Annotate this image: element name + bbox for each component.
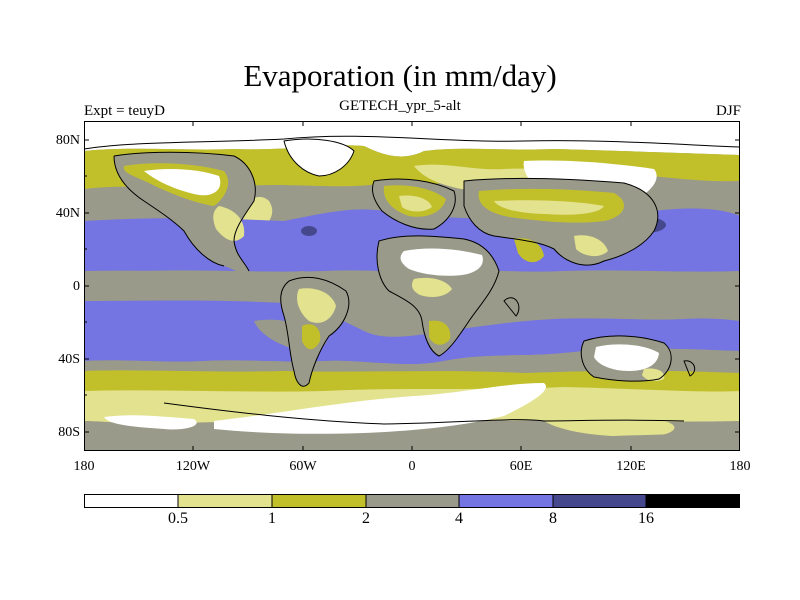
experiment-label: Expt = teuyD — [84, 103, 165, 119]
colorbar-dividers — [177, 494, 647, 508]
land-australia-lightyellow — [642, 368, 665, 382]
lon-label-0: 0 — [408, 459, 416, 474]
coastlines — [84, 135, 740, 425]
lon-label-180w: 180 — [73, 459, 95, 474]
land-se-asia-lightyellow — [574, 235, 608, 257]
colorbar-frame — [84, 494, 740, 508]
lon-label-120e: 120E — [616, 459, 646, 474]
land-asia-lightyellow — [494, 200, 604, 215]
lat-label-80n: 80N — [55, 133, 80, 148]
field-south-blue — [84, 300, 740, 365]
colorbar-label-8: 8 — [549, 510, 557, 527]
land-europe-lightyellow — [399, 195, 432, 212]
lon-label-120w: 120W — [175, 459, 211, 474]
land-sahara-white — [400, 248, 483, 276]
lat-label-0: 0 — [73, 279, 80, 294]
land-greenland — [284, 139, 354, 176]
field-mediterranean-dark — [301, 226, 317, 236]
lon-label-60e: 60E — [509, 459, 533, 474]
lat-label-40s: 40S — [58, 352, 80, 367]
colorbar-bin-6 — [553, 494, 646, 508]
lat-label-80s: 80S — [58, 425, 80, 440]
plot-subtitle: GETECH_ypr_5-alt — [339, 98, 461, 114]
colorbar-label-4: 4 — [455, 510, 463, 527]
colorbar-bin-2 — [178, 494, 272, 508]
map-ticks — [84, 121, 740, 451]
land-sa-lightyellow — [297, 288, 336, 323]
field-arctic-white — [84, 121, 740, 157]
land-india-yellow — [514, 238, 544, 263]
land-s-africa-yellow — [429, 320, 451, 345]
land-na-white — [144, 168, 221, 196]
field-antarctica-lightyellow — [544, 418, 675, 437]
land-africa-lightyellow — [412, 277, 452, 297]
lon-label-60w: 60W — [289, 459, 317, 474]
colorbar-label-16: 16 — [638, 510, 654, 527]
colorbar-bin-5 — [459, 494, 553, 508]
field-far-south-white — [104, 415, 197, 430]
colorbar-bin-4 — [366, 494, 459, 508]
land-sa-yellow — [302, 324, 321, 350]
colorbar-label-1: 1 — [268, 510, 276, 527]
lat-label-40n: 40N — [55, 206, 80, 221]
colorbar-label-2: 2 — [362, 510, 370, 527]
season-label: DJF — [715, 103, 741, 119]
colorbar — [84, 494, 740, 508]
colorbar-bin-7 — [646, 494, 740, 508]
colorbar-bin-1 — [84, 494, 178, 508]
evaporation-map — [84, 121, 740, 451]
field-far-south-grey — [84, 429, 740, 451]
lon-label-180e: 180 — [729, 459, 751, 474]
land-na-lightyellow — [213, 206, 245, 241]
colorbar-bin-3 — [272, 494, 366, 508]
plot-title: Evaporation (in mm/day) — [243, 58, 557, 93]
land-australia-white — [594, 344, 659, 371]
colorbar-label-0.5: 0.5 — [168, 510, 188, 527]
